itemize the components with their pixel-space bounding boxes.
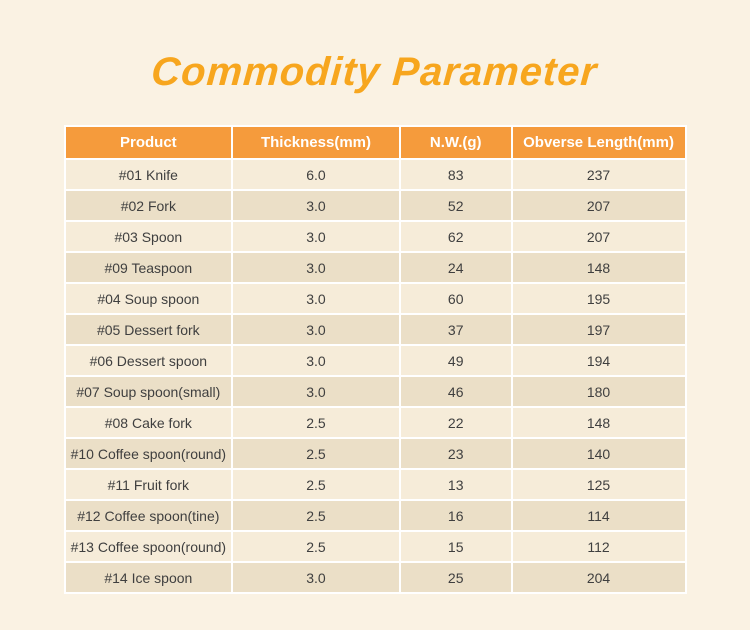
thickness-cell: 3.0	[231, 561, 401, 594]
table-row: #01 Knife 6.0 83 237	[63, 158, 687, 191]
product-cell: #11 Fruit fork	[63, 468, 234, 501]
thickness-cell: 2.5	[231, 437, 401, 470]
product-cell: #08 Cake fork	[63, 406, 234, 439]
product-cell: #12 Coffee spoon(tine)	[63, 499, 234, 532]
nw-cell: 49	[398, 344, 513, 377]
length-cell: 125	[510, 468, 687, 501]
nw-cell: 37	[398, 313, 513, 346]
product-cell: #10 Coffee spoon(round)	[63, 437, 234, 470]
table-row: #10 Coffee spoon(round) 2.5 23 140	[63, 437, 687, 470]
product-cell: #09 Teaspoon	[63, 251, 234, 284]
thickness-cell: 3.0	[231, 282, 401, 315]
length-cell: 207	[510, 220, 687, 253]
product-cell: #04 Soup spoon	[63, 282, 234, 315]
product-cell: #07 Soup spoon(small)	[63, 375, 234, 408]
table-row: #12 Coffee spoon(tine) 2.5 16 114	[63, 499, 687, 532]
product-cell: #05 Dessert fork	[63, 313, 234, 346]
length-cell: 114	[510, 499, 687, 532]
product-cell: #14 Ice spoon	[63, 561, 234, 594]
thickness-cell: 3.0	[231, 313, 401, 346]
nw-cell: 15	[398, 530, 513, 563]
nw-cell: 60	[398, 282, 513, 315]
nw-cell: 24	[398, 251, 513, 284]
table-row: #05 Dessert fork 3.0 37 197	[63, 313, 687, 346]
column-header-thickness: Thickness(mm)	[231, 125, 401, 160]
table-row: #06 Dessert spoon 3.0 49 194	[63, 344, 687, 377]
column-header-product: Product	[63, 125, 234, 160]
nw-cell: 52	[398, 189, 513, 222]
table-row: #11 Fruit fork 2.5 13 125	[63, 468, 687, 501]
nw-cell: 83	[398, 158, 513, 191]
length-cell: 194	[510, 344, 687, 377]
length-cell: 180	[510, 375, 687, 408]
length-cell: 195	[510, 282, 687, 315]
column-header-nw: N.W.(g)	[398, 125, 513, 160]
length-cell: 197	[510, 313, 687, 346]
table-row: #13 Coffee spoon(round) 2.5 15 112	[63, 530, 687, 563]
nw-cell: 25	[398, 561, 513, 594]
table-row: #09 Teaspoon 3.0 24 148	[63, 251, 687, 284]
thickness-cell: 2.5	[231, 499, 401, 532]
product-cell: #06 Dessert spoon	[63, 344, 234, 377]
table-row: #14 Ice spoon 3.0 25 204	[63, 561, 687, 594]
thickness-cell: 2.5	[231, 468, 401, 501]
commodity-parameter-table: Product Thickness(mm) N.W.(g) Obverse Le…	[63, 125, 687, 594]
thickness-cell: 3.0	[231, 344, 401, 377]
page-title: Commodity Parameter	[149, 50, 599, 94]
length-cell: 140	[510, 437, 687, 470]
length-cell: 148	[510, 251, 687, 284]
table-row: #04 Soup spoon 3.0 60 195	[63, 282, 687, 315]
nw-cell: 46	[398, 375, 513, 408]
column-header-length: Obverse Length(mm)	[510, 125, 687, 160]
thickness-cell: 6.0	[231, 158, 401, 191]
length-cell: 237	[510, 158, 687, 191]
table-body: #01 Knife 6.0 83 237 #02 Fork 3.0 52 207 #03 Spo…	[63, 158, 687, 594]
table-row: #03 Spoon 3.0 62 207	[63, 220, 687, 253]
thickness-cell: 3.0	[231, 251, 401, 284]
nw-cell: 62	[398, 220, 513, 253]
thickness-cell: 3.0	[231, 220, 401, 253]
nw-cell: 22	[398, 406, 513, 439]
nw-cell: 13	[398, 468, 513, 501]
table-row: #02 Fork 3.0 52 207	[63, 189, 687, 222]
thickness-cell: 3.0	[231, 189, 401, 222]
table-row: #08 Cake fork 2.5 22 148	[63, 406, 687, 439]
thickness-cell: 2.5	[231, 406, 401, 439]
thickness-cell: 3.0	[231, 375, 401, 408]
length-cell: 207	[510, 189, 687, 222]
nw-cell: 16	[398, 499, 513, 532]
product-cell: #01 Knife	[63, 158, 234, 191]
thickness-cell: 2.5	[231, 530, 401, 563]
length-cell: 112	[510, 530, 687, 563]
nw-cell: 23	[398, 437, 513, 470]
product-cell: #03 Spoon	[63, 220, 234, 253]
product-cell: #02 Fork	[63, 189, 234, 222]
product-cell: #13 Coffee spoon(round)	[63, 530, 234, 563]
table-row: #07 Soup spoon(small) 3.0 46 180	[63, 375, 687, 408]
length-cell: 204	[510, 561, 687, 594]
length-cell: 148	[510, 406, 687, 439]
table-header-row: Product Thickness(mm) N.W.(g) Obverse Le…	[63, 125, 687, 160]
